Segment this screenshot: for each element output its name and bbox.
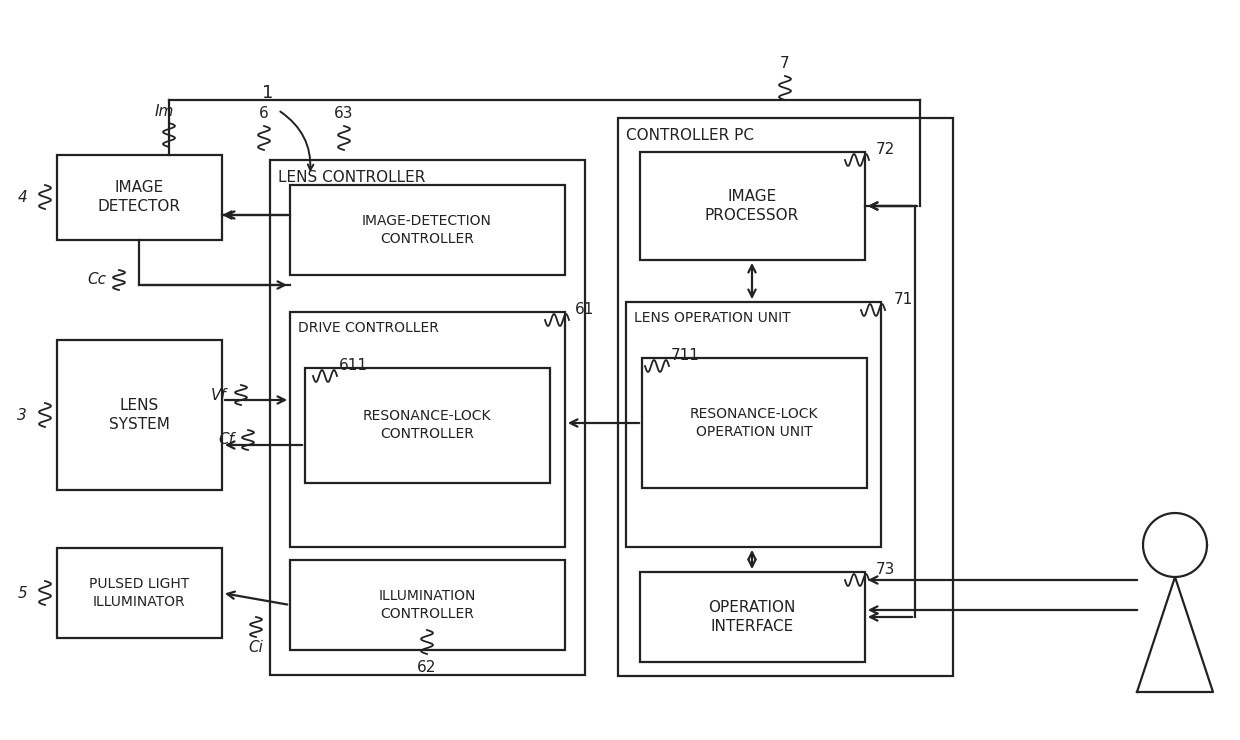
Text: ILLUMINATION
CONTROLLER: ILLUMINATION CONTROLLER xyxy=(378,589,476,621)
Text: 5: 5 xyxy=(17,585,27,600)
Text: 1: 1 xyxy=(263,84,274,102)
Text: RESONANCE-LOCK
CONTROLLER: RESONANCE-LOCK CONTROLLER xyxy=(363,408,491,441)
Text: 63: 63 xyxy=(335,107,353,121)
Text: 611: 611 xyxy=(339,358,367,374)
Text: LENS OPERATION UNIT: LENS OPERATION UNIT xyxy=(634,311,791,325)
Text: CONTROLLER PC: CONTROLLER PC xyxy=(626,129,754,144)
Text: IMAGE
DETECTOR: IMAGE DETECTOR xyxy=(98,180,181,215)
Text: OPERATION
INTERFACE: OPERATION INTERFACE xyxy=(708,599,796,634)
Bar xyxy=(640,152,866,260)
Bar xyxy=(642,358,867,488)
Text: 7: 7 xyxy=(780,56,790,70)
Text: IMAGE
PROCESSOR: IMAGE PROCESSOR xyxy=(704,189,799,223)
Text: Cc: Cc xyxy=(88,272,107,288)
Text: 3: 3 xyxy=(17,408,27,423)
Bar xyxy=(57,155,222,240)
Text: LENS CONTROLLER: LENS CONTROLLER xyxy=(278,170,425,186)
Bar xyxy=(57,340,222,490)
Text: Vf: Vf xyxy=(211,388,227,403)
Text: DRIVE CONTROLLER: DRIVE CONTROLLER xyxy=(298,321,439,335)
Text: PULSED LIGHT
ILLUMINATOR: PULSED LIGHT ILLUMINATOR xyxy=(89,576,190,609)
Bar xyxy=(618,118,954,676)
Bar xyxy=(270,160,585,675)
Text: LENS
SYSTEM: LENS SYSTEM xyxy=(109,397,170,432)
Text: Cf: Cf xyxy=(218,432,234,448)
Text: RESONANCE-LOCK
OPERATION UNIT: RESONANCE-LOCK OPERATION UNIT xyxy=(689,407,818,440)
Text: IMAGE-DETECTION
CONTROLLER: IMAGE-DETECTION CONTROLLER xyxy=(362,214,492,246)
Text: 73: 73 xyxy=(875,562,895,577)
Text: 62: 62 xyxy=(418,661,436,676)
Text: 72: 72 xyxy=(875,143,894,158)
Text: 71: 71 xyxy=(893,292,913,308)
Bar xyxy=(57,548,222,638)
Bar xyxy=(626,302,880,547)
Bar xyxy=(290,312,565,547)
Bar xyxy=(290,560,565,650)
Text: 6: 6 xyxy=(259,107,269,121)
Bar xyxy=(640,572,866,662)
Bar xyxy=(290,185,565,275)
Text: 61: 61 xyxy=(575,303,595,317)
Bar xyxy=(305,368,551,483)
Text: Ci: Ci xyxy=(248,639,263,654)
Text: 4: 4 xyxy=(17,189,27,204)
Text: Im: Im xyxy=(154,104,174,118)
Text: 711: 711 xyxy=(671,349,699,363)
